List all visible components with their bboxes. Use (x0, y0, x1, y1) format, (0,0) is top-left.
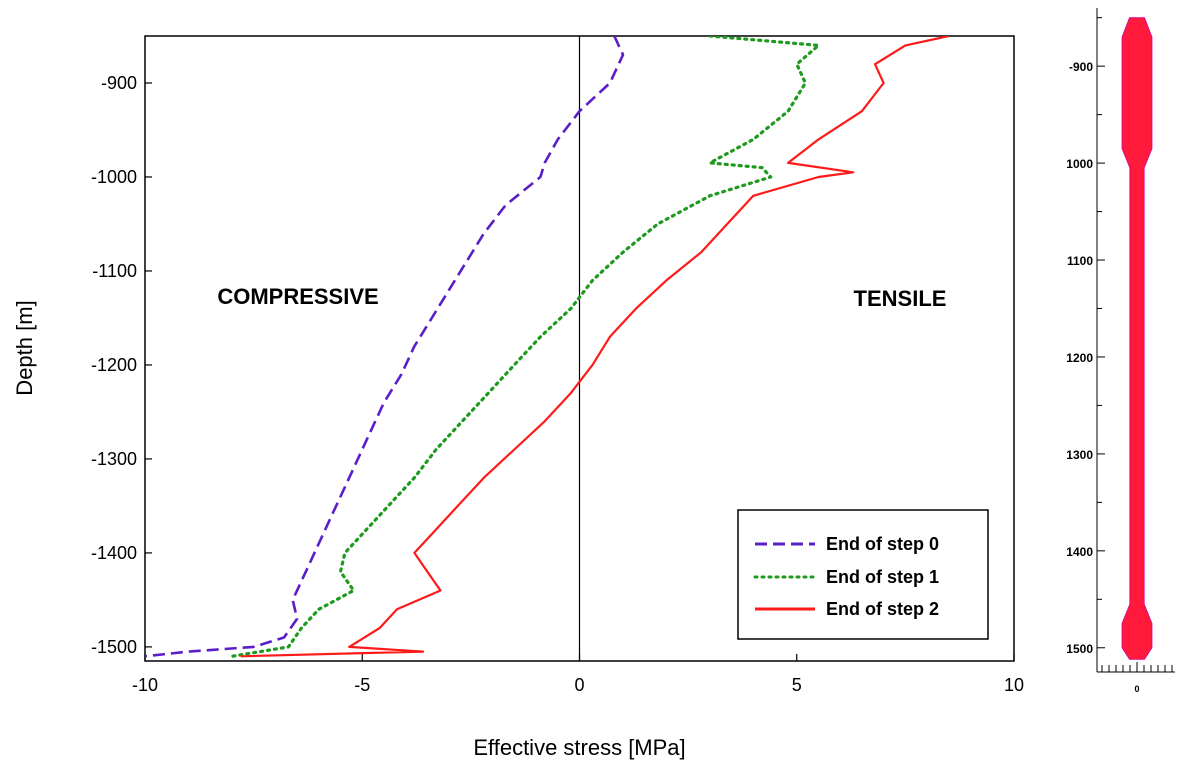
annotation-tensile: TENSILE (854, 286, 947, 311)
x-axis-title: Effective stress [MPa] (473, 735, 685, 760)
side-y-tick-label: 1300 (1066, 448, 1093, 462)
y-tick-label: -1500 (91, 637, 137, 657)
legend-box (737, 509, 989, 640)
x-tick-label: -10 (132, 675, 158, 695)
series-step-0 (145, 36, 625, 658)
casing-profile-shape (1121, 17, 1153, 660)
side-y-tick-label: 1100 (1067, 254, 1093, 268)
series-step-1 (230, 36, 821, 658)
y-tick-label: -1300 (91, 449, 137, 469)
y-tick-label: -1100 (92, 261, 137, 281)
y-tick-label: -1000 (91, 167, 137, 187)
series-line-step-0 (145, 36, 625, 658)
series-step-2 (240, 36, 950, 658)
x-tick-label: 5 (792, 675, 802, 695)
side-y-tick-label: 1500 (1066, 642, 1093, 656)
y-tick-label: -1200 (91, 355, 137, 375)
legend-label-step-1: End of step 1 (826, 567, 939, 587)
x-tick-label: -5 (354, 675, 370, 695)
main-ticks: -10 -5 0 5 10 -900 -1000 -1100 -1200 -1300 -1400 -1… (91, 73, 1024, 695)
x-tick-label: 10 (1004, 675, 1024, 695)
y-axis-title: Depth [m] (12, 300, 37, 395)
side-y-tick-label: -900 (1069, 60, 1093, 74)
side-x-tick-label: 0 (1134, 684, 1139, 694)
legend-label-step-2: End of step 2 (826, 599, 939, 619)
depth-profile-chart: -900 1000 1100 1200 1300 1400 1500 0 (1066, 8, 1175, 694)
legend-label-step-0: End of step 0 (826, 534, 939, 554)
y-tick-label: -900 (101, 73, 137, 93)
side-y-tick-label: 1200 (1066, 351, 1093, 365)
main-chart: -10 -5 0 5 10 -900 -1000 -1100 -1200 -1300 -1400 -1… (12, 35, 1024, 760)
side-ticks: -900 1000 1100 1200 1300 1400 1500 (1066, 17, 1173, 672)
annotation-compressive: COMPRESSIVE (217, 284, 378, 309)
y-tick-label: -1400 (91, 543, 137, 563)
x-tick-label: 0 (574, 675, 584, 695)
series-line-step-2 (240, 36, 950, 658)
side-y-tick-label: 1000 (1066, 157, 1093, 171)
side-y-tick-label: 1400 (1066, 545, 1093, 559)
legend: End of step 0 End of step 1 End of step … (737, 509, 989, 640)
main-series (145, 36, 950, 658)
series-line-step-1 (230, 36, 821, 658)
